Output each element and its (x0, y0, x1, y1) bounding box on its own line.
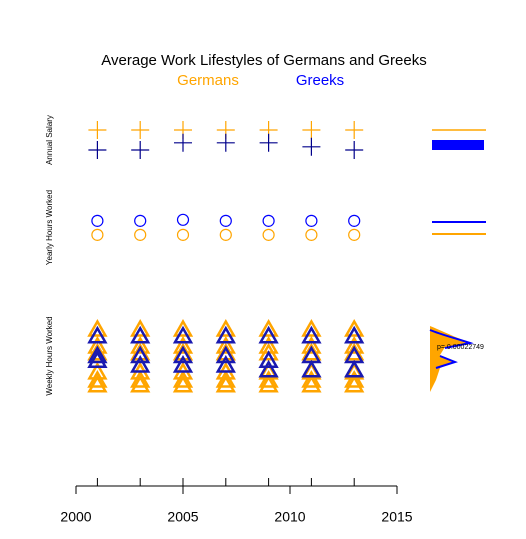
plus-marker (259, 133, 278, 152)
triangle-marker (344, 318, 365, 337)
triangle-marker (172, 369, 194, 388)
triangle-marker (258, 374, 279, 393)
triangle-marker (344, 342, 365, 361)
triangle-marker (172, 345, 194, 364)
circle-marker (91, 214, 104, 227)
triangle-marker (258, 318, 279, 337)
triangle-marker (130, 335, 151, 354)
x-tick-label: 2015 (381, 509, 412, 525)
triangle-marker (258, 325, 279, 344)
triangle-marker (172, 355, 194, 373)
triangle-marker (258, 369, 279, 388)
circle-marker (219, 228, 232, 241)
triangle-marker (301, 335, 322, 354)
triangle-marker (87, 318, 108, 337)
triangle-marker (301, 359, 322, 378)
triangle-marker (258, 350, 279, 369)
triangle-marker (301, 325, 322, 344)
circle-marker (348, 214, 361, 227)
circle-marker (134, 228, 147, 241)
circle-marker (91, 228, 104, 241)
circle-marker (305, 228, 318, 241)
circle-marker (262, 214, 275, 227)
triangle-marker (87, 369, 108, 388)
triangle-marker (87, 374, 108, 393)
circle-marker (348, 228, 361, 241)
x-tick-label: 2005 (167, 509, 198, 525)
density (430, 326, 470, 392)
triangle-marker (87, 342, 108, 361)
plus-marker (345, 121, 364, 139)
triangle-marker (215, 345, 236, 364)
triangle-marker (130, 325, 151, 344)
circle-marker (176, 228, 190, 241)
plus-marker (174, 133, 192, 152)
triangle-marker (215, 318, 236, 337)
triangle-marker (130, 369, 151, 388)
legend-label: Greeks (296, 72, 344, 89)
x-tick-label: 2010 (274, 509, 305, 525)
plus-marker (302, 121, 321, 139)
legend-label: Germans (177, 72, 239, 89)
triangle-marker (258, 342, 279, 361)
triangle-marker (215, 374, 236, 393)
triangle-marker (215, 369, 236, 388)
panel-label: Weekly Hours Worked (45, 316, 54, 395)
triangle-marker (87, 345, 108, 364)
panel-label: Annual Salary (45, 115, 54, 165)
circle-marker (176, 213, 190, 226)
triangle-marker (172, 318, 194, 337)
panel-label: Yearly Hours Worked (45, 190, 54, 265)
triangle-marker (130, 355, 151, 373)
triangle-marker (130, 374, 151, 393)
plus-marker (131, 121, 150, 139)
annotation: p= 0.00022749 (437, 344, 484, 351)
triangle-marker (172, 335, 194, 354)
plus-marker (88, 121, 107, 139)
triangle-marker (87, 350, 108, 369)
triangle-marker (344, 369, 365, 388)
triangle-marker (215, 325, 236, 344)
triangle-marker (87, 325, 108, 344)
triangle-marker (130, 345, 151, 364)
triangle-marker (301, 318, 322, 337)
triangle-marker (215, 335, 236, 354)
plus-marker (216, 133, 235, 152)
triangle-marker (258, 359, 279, 378)
chart-title: Average Work Lifestyles of Germans and G… (101, 52, 426, 69)
circle-marker (262, 228, 275, 241)
triangle-marker (301, 374, 322, 393)
circle-marker (134, 214, 147, 227)
salary-summary (432, 140, 484, 150)
x-tick-label: 2000 (60, 509, 91, 525)
circle-marker (305, 214, 318, 227)
triangle-marker (172, 325, 194, 344)
triangle-marker (344, 325, 365, 344)
triangle-marker (130, 318, 151, 337)
plus-marker (345, 141, 364, 159)
triangle-marker (301, 369, 322, 388)
triangle-marker (344, 374, 365, 393)
density (429, 329, 474, 369)
circle-marker (219, 214, 232, 227)
triangle-marker (172, 374, 194, 393)
plus-marker (302, 137, 321, 156)
triangle-marker (301, 342, 322, 361)
plus-marker (131, 141, 150, 159)
triangle-marker (344, 335, 365, 354)
triangle-marker (215, 355, 236, 373)
triangle-marker (344, 359, 365, 378)
plus-marker (88, 141, 107, 159)
